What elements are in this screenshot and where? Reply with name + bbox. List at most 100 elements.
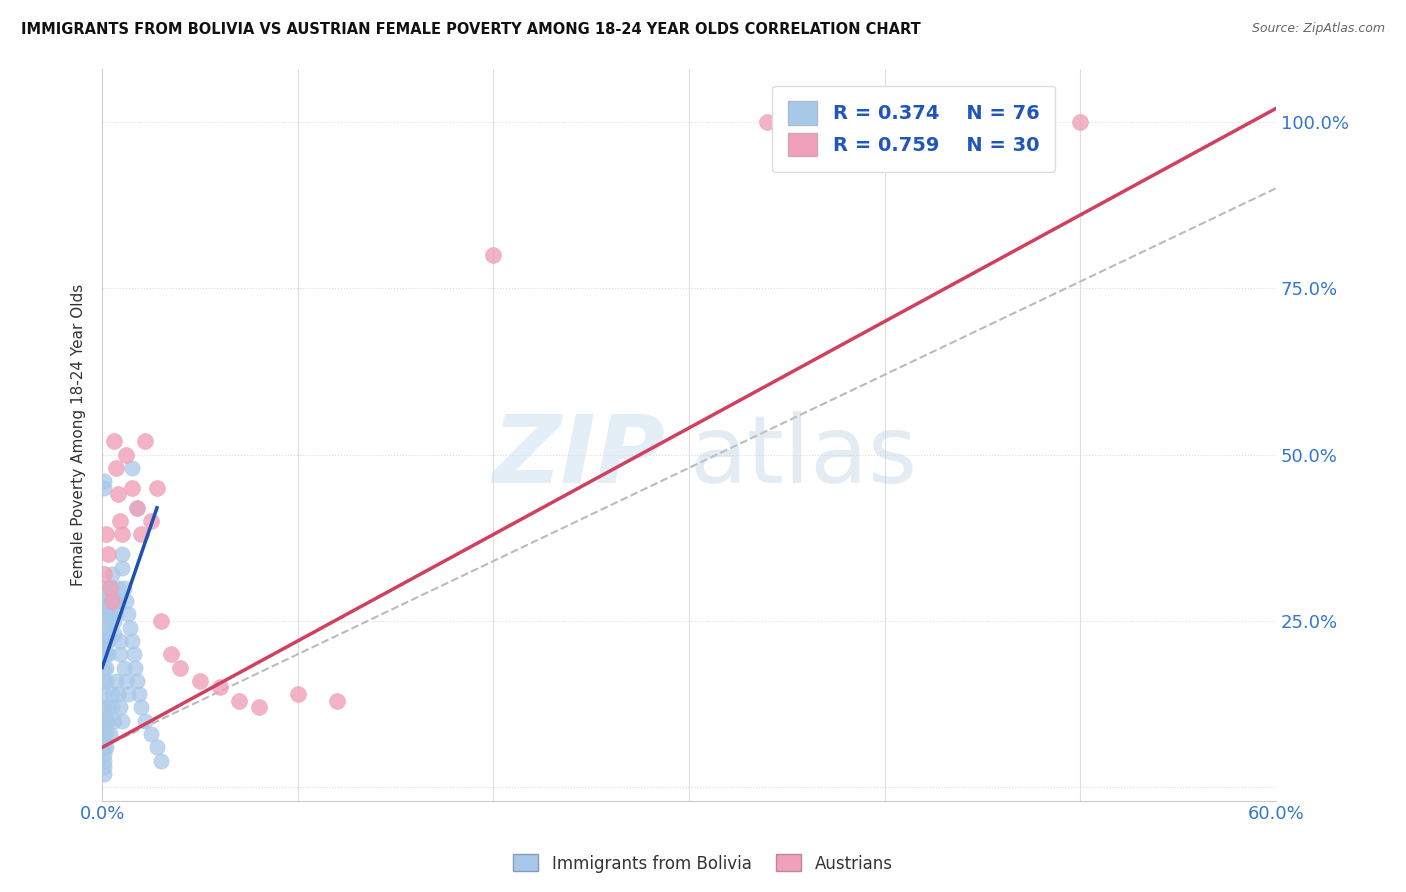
Point xyxy=(228,694,250,708)
Point xyxy=(756,115,779,129)
Point xyxy=(94,527,117,541)
Point xyxy=(98,727,121,741)
Point xyxy=(93,567,115,582)
Point xyxy=(93,760,115,774)
Point xyxy=(94,594,117,608)
Point xyxy=(108,647,131,661)
Point xyxy=(114,448,136,462)
Point xyxy=(482,248,505,262)
Point xyxy=(107,687,129,701)
Point xyxy=(111,527,134,541)
Point xyxy=(101,567,124,582)
Point xyxy=(117,607,139,622)
Point xyxy=(97,621,120,635)
Point xyxy=(94,740,117,755)
Point xyxy=(101,581,124,595)
Point xyxy=(131,527,153,541)
Point xyxy=(93,687,115,701)
Y-axis label: Female Poverty Among 18-24 Year Olds: Female Poverty Among 18-24 Year Olds xyxy=(72,284,86,586)
Point xyxy=(131,700,153,714)
Point xyxy=(101,687,124,701)
Point xyxy=(108,633,131,648)
Point xyxy=(97,594,120,608)
Point xyxy=(146,481,169,495)
Point xyxy=(94,727,117,741)
Point xyxy=(104,460,127,475)
Point xyxy=(121,481,143,495)
Point xyxy=(128,687,150,701)
Legend: R = 0.374    N = 76, R = 0.759    N = 30: R = 0.374 N = 76, R = 0.759 N = 30 xyxy=(772,86,1054,172)
Point xyxy=(118,621,141,635)
Point xyxy=(97,607,120,622)
Point xyxy=(93,767,115,781)
Point xyxy=(94,581,117,595)
Point xyxy=(97,633,120,648)
Point xyxy=(124,660,146,674)
Point xyxy=(107,581,129,595)
Point xyxy=(127,673,149,688)
Point xyxy=(104,607,127,622)
Point xyxy=(796,115,818,129)
Point xyxy=(104,673,127,688)
Point xyxy=(94,647,117,661)
Point xyxy=(111,714,134,728)
Point xyxy=(134,434,156,449)
Point xyxy=(94,714,117,728)
Point xyxy=(134,714,156,728)
Point xyxy=(149,614,172,628)
Point xyxy=(97,647,120,661)
Point xyxy=(94,633,117,648)
Point xyxy=(103,434,125,449)
Point xyxy=(93,714,115,728)
Point xyxy=(114,673,136,688)
Point xyxy=(326,694,349,708)
Point xyxy=(97,700,120,714)
Point xyxy=(104,594,127,608)
Point xyxy=(93,747,115,761)
Point xyxy=(111,560,134,574)
Point xyxy=(94,607,117,622)
Text: Source: ZipAtlas.com: Source: ZipAtlas.com xyxy=(1251,22,1385,36)
Point xyxy=(93,481,115,495)
Point xyxy=(112,581,135,595)
Point xyxy=(98,581,121,595)
Point xyxy=(93,474,115,488)
Point xyxy=(122,647,145,661)
Point xyxy=(93,647,115,661)
Point xyxy=(93,754,115,768)
Point xyxy=(98,607,121,622)
Point xyxy=(188,673,211,688)
Point xyxy=(93,740,115,755)
Point xyxy=(103,614,125,628)
Point xyxy=(114,594,136,608)
Point xyxy=(149,754,172,768)
Point xyxy=(101,594,124,608)
Point xyxy=(111,547,134,561)
Point xyxy=(93,673,115,688)
Point xyxy=(98,594,121,608)
Point xyxy=(101,700,124,714)
Point xyxy=(98,581,121,595)
Point xyxy=(93,633,115,648)
Point xyxy=(93,660,115,674)
Point xyxy=(139,727,162,741)
Point xyxy=(101,594,124,608)
Point xyxy=(208,681,231,695)
Point xyxy=(107,594,129,608)
Point xyxy=(127,500,149,515)
Point xyxy=(97,714,120,728)
Text: IMMIGRANTS FROM BOLIVIA VS AUSTRIAN FEMALE POVERTY AMONG 18-24 YEAR OLDS CORRELA: IMMIGRANTS FROM BOLIVIA VS AUSTRIAN FEMA… xyxy=(21,22,921,37)
Point xyxy=(94,660,117,674)
Point xyxy=(127,500,149,515)
Point xyxy=(159,647,181,661)
Point xyxy=(103,714,125,728)
Point xyxy=(247,700,270,714)
Point xyxy=(103,627,125,641)
Point xyxy=(93,727,115,741)
Point xyxy=(169,660,191,674)
Point xyxy=(107,487,129,501)
Point xyxy=(117,687,139,701)
Point xyxy=(108,514,131,528)
Point xyxy=(93,700,115,714)
Point xyxy=(146,740,169,755)
